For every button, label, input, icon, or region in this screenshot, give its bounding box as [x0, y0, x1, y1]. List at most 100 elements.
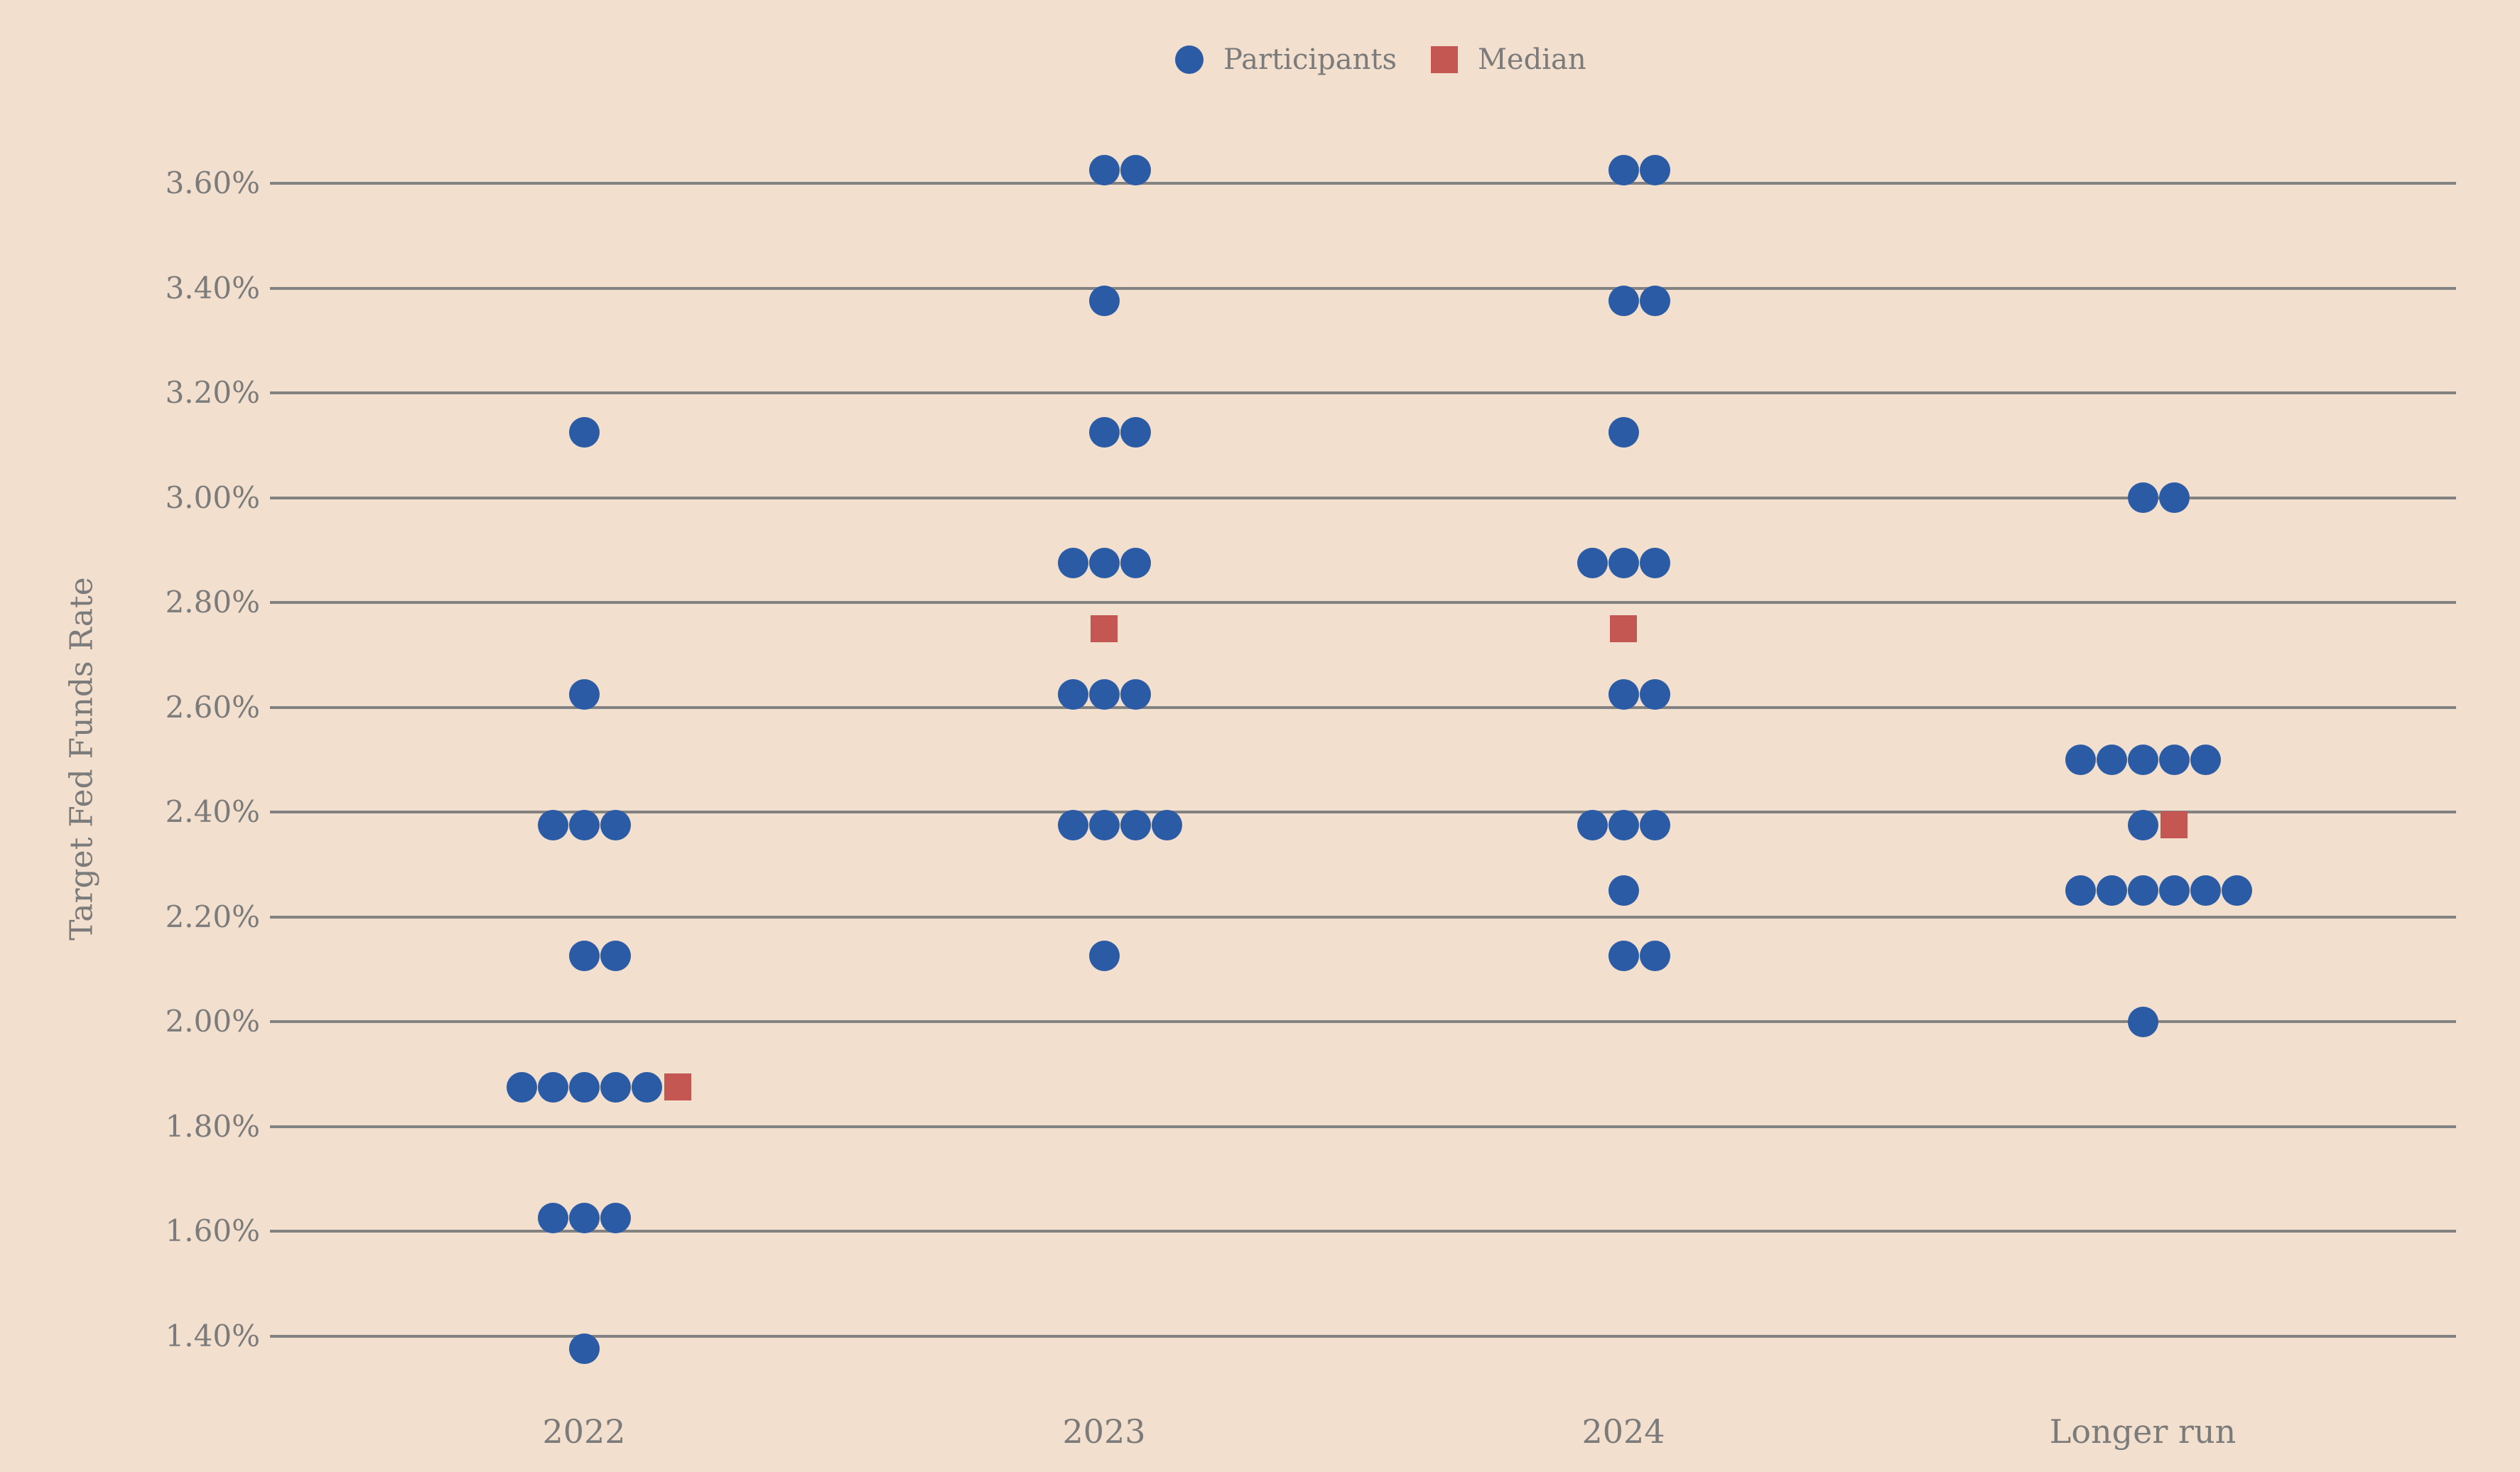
y-tick-label: 2.60% [165, 689, 260, 725]
y-tick-label: 1.40% [165, 1318, 260, 1353]
participant-dot [1057, 678, 1088, 710]
participant-dot [1608, 875, 1639, 907]
gridline [270, 391, 2456, 394]
gridline [270, 1020, 2456, 1023]
y-tick-label: 2.20% [165, 899, 260, 934]
gridline [270, 496, 2456, 499]
participant-dot [1088, 809, 1120, 840]
participant-dot [2127, 744, 2158, 775]
median-marker [1610, 615, 1637, 642]
participant-dot [568, 1333, 600, 1365]
participant-dot [1120, 809, 1151, 840]
y-tick-label: 2.80% [165, 585, 260, 619]
participant-dot [1088, 678, 1120, 710]
gridline [270, 286, 2456, 290]
participant-dot [537, 809, 568, 840]
participant-dot [2065, 744, 2096, 775]
participant-dot [1120, 548, 1151, 579]
participant-dot [1639, 941, 1670, 972]
participant-dot [568, 1071, 600, 1103]
gridline [270, 705, 2456, 709]
legend-median-label: Median [1477, 43, 1586, 76]
participant-dot [1088, 286, 1120, 317]
participant-dot [1088, 155, 1120, 186]
y-tick-label: 2.40% [165, 794, 260, 829]
participant-dot [1608, 416, 1639, 448]
participant-dot [1639, 286, 1670, 317]
x-axis-label: 2022 [542, 1412, 626, 1451]
participant-dot [600, 1071, 631, 1103]
participant-dot [568, 678, 600, 710]
participant-dot [2190, 875, 2221, 907]
y-tick-label: 1.60% [165, 1213, 260, 1248]
participant-dot [1120, 416, 1151, 448]
participant-dot [1088, 941, 1120, 972]
y-tick-label: 2.00% [165, 1004, 260, 1039]
participant-dot [1639, 809, 1670, 840]
participant-dot [2096, 875, 2127, 907]
gridline [270, 601, 2456, 604]
participant-dot [1088, 416, 1120, 448]
participant-dot [1608, 155, 1639, 186]
x-axis-label: Longer run [2049, 1412, 2237, 1451]
participant-dot [1639, 155, 1670, 186]
median-marker [664, 1073, 691, 1101]
median-marker [1091, 615, 1118, 642]
legend-participants-label: Participants [1223, 43, 1397, 76]
gridline [270, 811, 2456, 813]
participant-dot [1577, 809, 1608, 840]
participant-dot [1151, 809, 1182, 840]
participant-dot [1577, 548, 1608, 579]
median-square-icon [1430, 46, 1458, 73]
participant-dot [568, 809, 600, 840]
participant-dot [1120, 155, 1151, 186]
participant-dot [568, 416, 600, 448]
x-axis-label: 2023 [1062, 1412, 1146, 1451]
gridline [270, 1334, 2456, 1338]
participant-dot [568, 941, 600, 972]
participant-dot [2096, 744, 2127, 775]
y-tick-label: 3.00% [165, 480, 260, 515]
participant-dot [537, 1071, 568, 1103]
participant-dot [1639, 678, 1670, 710]
x-axis-label: 2024 [1581, 1412, 1665, 1451]
participant-dot [2127, 1006, 2158, 1037]
participant-dot [600, 1203, 631, 1234]
participant-dot [1088, 548, 1120, 579]
participant-dot [1608, 548, 1639, 579]
participant-dot [1608, 809, 1639, 840]
participant-dot [1120, 678, 1151, 710]
participant-dot [600, 941, 631, 972]
participant-dot [2127, 482, 2158, 513]
participants-dot-icon [1175, 45, 1204, 74]
participant-dot [631, 1071, 662, 1103]
participant-dot [1608, 678, 1639, 710]
gridline [270, 915, 2456, 919]
y-tick-label: 3.20% [165, 375, 260, 410]
participant-dot [1608, 941, 1639, 972]
participant-dot [2221, 875, 2252, 907]
participant-dot [1608, 286, 1639, 317]
participant-dot [2158, 482, 2190, 513]
participant-dot [2158, 875, 2190, 907]
participant-dot [2158, 744, 2190, 775]
gridline [270, 1230, 2456, 1233]
gridline [270, 182, 2456, 185]
participant-dot [1057, 809, 1088, 840]
participant-dot [506, 1071, 537, 1103]
participant-dot [1639, 548, 1670, 579]
participant-dot [2190, 744, 2221, 775]
participant-dot [1057, 548, 1088, 579]
chart-legend: Participants Median [1175, 43, 1586, 77]
participant-dot [537, 1203, 568, 1234]
y-tick-label: 3.60% [165, 166, 260, 200]
participant-dot [2127, 809, 2158, 840]
y-tick-label: 1.80% [165, 1108, 260, 1144]
median-marker [2161, 811, 2188, 839]
participant-dot [2065, 875, 2096, 907]
participant-dot [2127, 875, 2158, 907]
y-axis-title: Target Fed Funds Rate [63, 577, 100, 941]
gridline [270, 1125, 2456, 1128]
participant-dot [600, 809, 631, 840]
